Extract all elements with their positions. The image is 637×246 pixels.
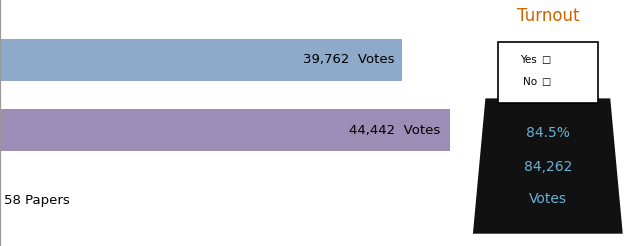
Polygon shape <box>473 98 623 234</box>
Text: Votes: Votes <box>529 192 567 206</box>
Text: Yes: Yes <box>520 55 537 65</box>
Bar <box>0 109 450 151</box>
Text: Turnout: Turnout <box>517 7 579 25</box>
Text: 84,262: 84,262 <box>524 160 572 174</box>
FancyBboxPatch shape <box>498 42 598 103</box>
Text: No: No <box>523 77 537 87</box>
Text: 58 Papers: 58 Papers <box>4 194 70 207</box>
Bar <box>0 39 403 81</box>
Text: □: □ <box>541 77 550 87</box>
Text: 44,442  Votes: 44,442 Votes <box>350 123 441 137</box>
Text: 84.5%: 84.5% <box>526 126 569 140</box>
Text: 39,762  Votes: 39,762 Votes <box>303 53 394 66</box>
Text: □: □ <box>541 55 550 65</box>
